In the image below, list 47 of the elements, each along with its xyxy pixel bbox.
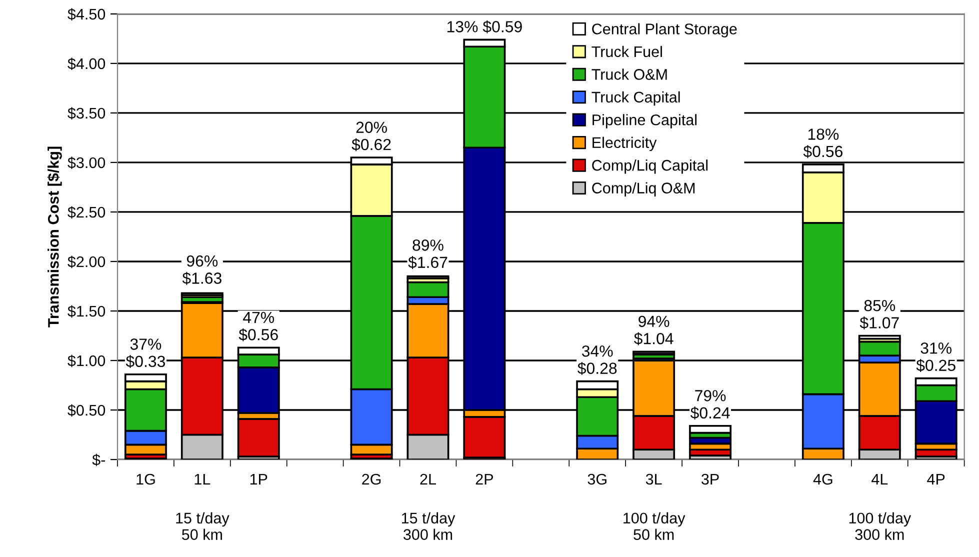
y-tick-label: $2.50 [68, 206, 106, 219]
annotation: 47% $0.56 [238, 312, 278, 342]
annotation: 37% $0.33 [126, 338, 165, 368]
annotation: 34% $0.28 [578, 345, 617, 375]
annotation: 89% $1.67 [408, 240, 448, 269]
legend-label: Comp/Liq Capital [592, 160, 708, 174]
x-tick-label: 3G [588, 474, 606, 485]
x-tick-label: 4L [871, 474, 888, 484]
x-tick-label: 2P [476, 474, 493, 484]
y-tick-label: $3.00 [68, 156, 106, 170]
legend-label: Pipeline Capital [592, 114, 696, 128]
x-tick-label: 1G [136, 474, 155, 485]
legend-label: Truck Fuel [592, 46, 662, 58]
x-tick-label: 4P [927, 474, 945, 484]
legend-label: Truck Capital [592, 91, 680, 106]
legend-label: Comp/Liq O&M [592, 182, 695, 196]
y-tick-label: $4.00 [68, 58, 106, 70]
x-tick-label: 3P [702, 474, 719, 485]
legend-label: Central Plant Storage [592, 23, 737, 38]
y-axis-title: Transmission Cost [$/kg] [47, 146, 62, 328]
x-tick-label: 4G [813, 474, 832, 485]
x-tick-label: 2L [420, 474, 436, 484]
y-tick-label: $3.50 [68, 107, 106, 120]
annotation: 20% $0.62 [352, 122, 391, 152]
y-tick-label: $1.50 [68, 305, 106, 318]
annotation: 79% $0.24 [690, 390, 730, 420]
annotation: 85% $1.07 [860, 300, 899, 330]
text: 100 t/day 300 km [849, 512, 912, 540]
y-tick-label: $2.00 [68, 256, 106, 268]
annotation: 13% $0.59 [447, 20, 522, 34]
y-tick-label: $4.50 [68, 8, 106, 21]
x-tick-label: 2G [362, 474, 381, 485]
annotation: 18% $0.56 [803, 128, 842, 158]
x-tick-label: 1L [194, 474, 210, 484]
text: 15 t/day 50 km [176, 512, 230, 540]
x-tick-label: 3L [646, 474, 662, 485]
annotation: 96% $1.63 [182, 255, 222, 285]
x-tick-label: 1P [250, 474, 268, 484]
legend-label: Electricity [592, 136, 657, 152]
y-tick-label: $- [92, 454, 105, 466]
y-tick-label: $0.50 [68, 404, 106, 417]
text: 100 t/day 50 km [624, 512, 686, 540]
text: 15 t/day 300 km [402, 512, 456, 540]
annotation: 31% $0.25 [916, 342, 956, 372]
annotation: 94% $1.04 [634, 316, 674, 346]
legend-label: Truck O&M [592, 68, 667, 80]
y-tick-label: $1.00 [68, 354, 106, 368]
